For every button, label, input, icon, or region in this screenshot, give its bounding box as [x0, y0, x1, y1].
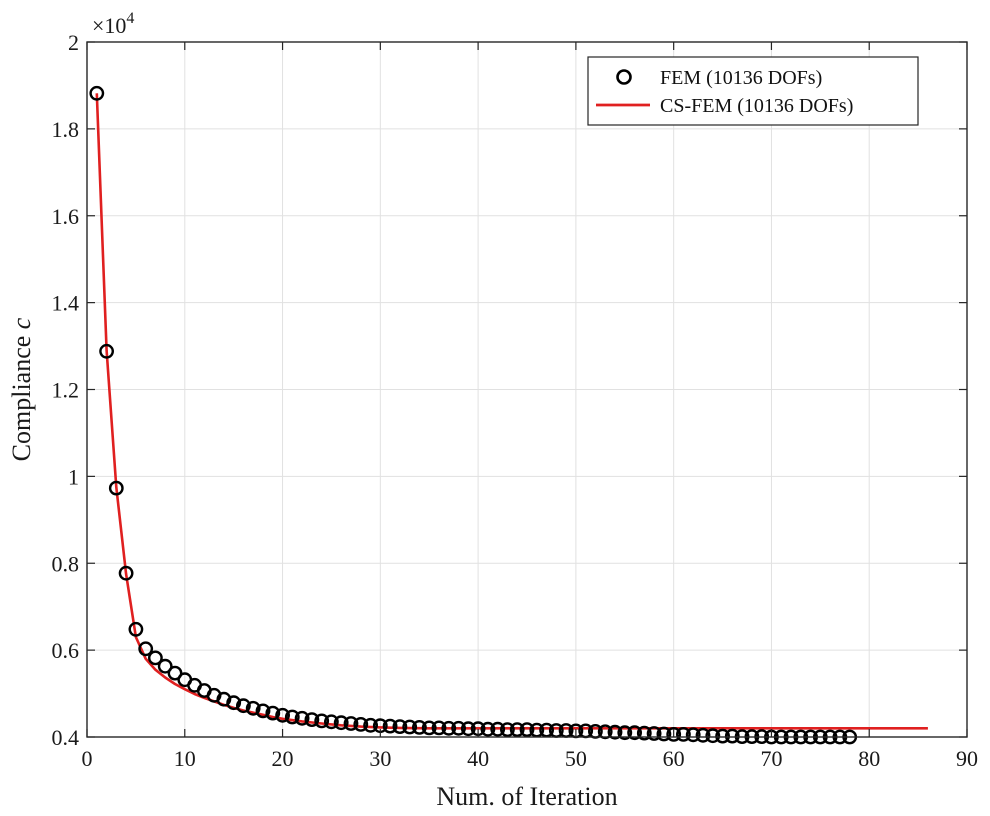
x-tick-label: 60	[663, 746, 685, 771]
y-axis-label: Compliance c	[7, 317, 36, 461]
x-tick-label: 30	[369, 746, 391, 771]
x-tick-label: 10	[174, 746, 196, 771]
y-axis-label-text: Compliance	[7, 336, 36, 462]
x-tick-label: 80	[858, 746, 880, 771]
legend: FEM (10136 DOFs) CS-FEM (10136 DOFs)	[588, 57, 918, 125]
y-tick-label: 1.8	[52, 117, 80, 142]
x-tick-label: 40	[467, 746, 489, 771]
y-tick-label: 1.2	[52, 378, 80, 403]
y-tick-label: 1.4	[52, 291, 80, 316]
y-tick-label: 1.6	[52, 204, 80, 229]
y-tick-label: 0.6	[52, 638, 80, 663]
y-exponent-base: ×10	[92, 13, 126, 38]
x-axis-label: Num. of Iteration	[436, 782, 617, 811]
x-tick-label: 0	[82, 746, 93, 771]
x-tick-label: 50	[565, 746, 587, 771]
y-tick-label: 0.8	[52, 551, 80, 576]
x-tick-label: 20	[272, 746, 294, 771]
x-tick-label: 70	[760, 746, 782, 771]
legend-label-csfem: CS-FEM (10136 DOFs)	[660, 95, 853, 117]
x-tick-label: 90	[956, 746, 978, 771]
y-tick-label: 1	[68, 464, 79, 489]
legend-label-fem: FEM (10136 DOFs)	[660, 67, 822, 89]
y-axis-label-symbol: c	[7, 317, 36, 329]
y-tick-label: 2	[68, 30, 79, 55]
y-tick-label: 0.4	[52, 725, 80, 750]
y-exponent-power: 4	[126, 10, 134, 27]
